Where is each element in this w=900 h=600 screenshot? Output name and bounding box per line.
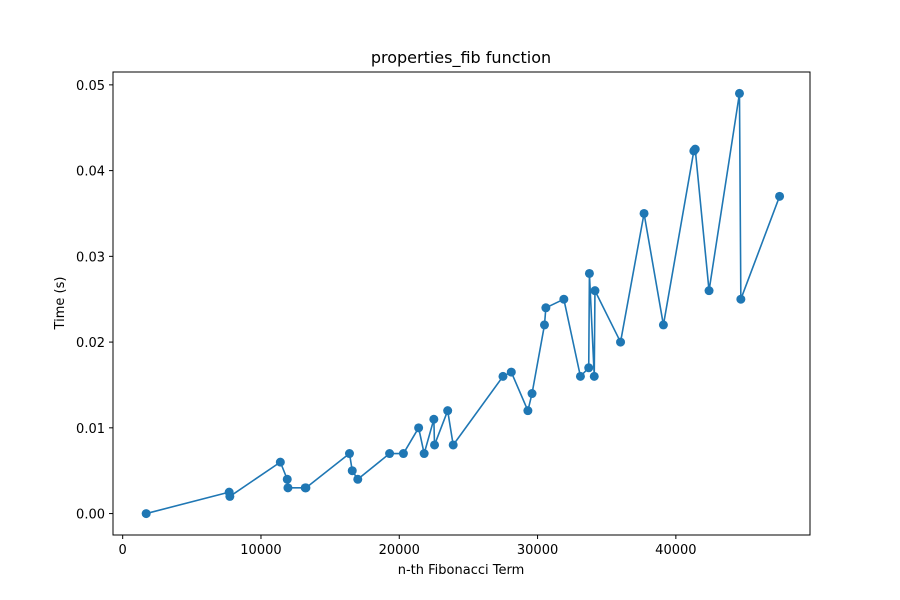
data-point [590,286,600,296]
data-point [398,449,408,459]
data-point [523,406,533,416]
data-point [448,440,458,450]
y-tick-label: 0.03 [76,250,105,265]
data-point [344,449,354,459]
data-point [539,320,549,330]
data-point [385,449,395,459]
data-point [541,303,551,313]
data-point [506,367,516,377]
x-tick-label: 40000 [655,543,696,558]
y-axis-label: Time (s) [53,277,68,331]
data-point [734,88,744,98]
x-tick-label: 30000 [517,543,558,558]
data-point [419,449,429,459]
data-point [775,191,785,201]
y-tick-label: 0.04 [76,165,105,180]
x-tick-label: 10000 [240,543,281,558]
data-point [498,371,508,381]
x-tick-label: 0 [119,543,127,558]
x-axis-label: n-th Fibonacci Term [398,563,525,578]
data-point [443,406,453,416]
plot-frame [112,71,811,536]
data-point [430,440,440,450]
x-tick-label: 20000 [379,543,420,558]
data-point [414,423,424,433]
chart-title: properties_fib function [371,48,551,68]
data-point [282,474,292,484]
y-tick-label: 0.02 [76,336,105,351]
x-axis: 0 10000 20000 30000 40000 [119,535,697,558]
y-tick-label: 0.01 [76,422,105,437]
data-point [658,320,668,330]
data-point [616,337,626,347]
plot-area [141,88,785,519]
data-point [575,371,585,381]
data-point [347,466,357,476]
data-point [584,268,594,278]
data-point [736,294,746,304]
data-point [589,371,599,381]
data-point [690,144,700,154]
data-point [275,457,285,467]
series-line [145,92,781,515]
data-point [225,491,235,501]
data-point [353,474,363,484]
data-point [283,483,293,493]
y-axis: 0.00 0.01 0.02 0.03 0.04 0.05 [76,79,113,523]
y-tick-label: 0.05 [76,79,105,94]
data-point [639,208,649,218]
data-point [584,363,594,373]
data-point [429,414,439,424]
data-point [141,509,151,519]
data-point [301,483,311,493]
y-tick-label: 0.00 [76,508,105,523]
data-point [704,286,714,296]
data-point [527,389,537,399]
data-point [559,294,569,304]
